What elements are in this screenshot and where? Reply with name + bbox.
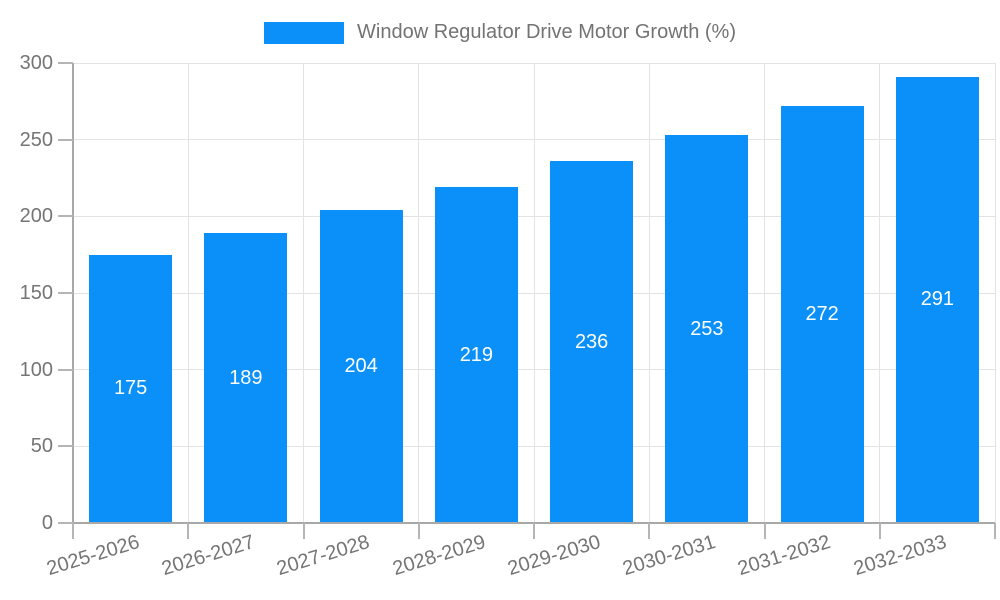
x-tick-label: 2031-2032 xyxy=(735,531,834,581)
y-tick-label: 250 xyxy=(19,128,53,151)
bar: 272 xyxy=(780,105,864,523)
y-tick-mark xyxy=(58,522,73,524)
x-tick-mark xyxy=(648,523,651,539)
x-tick-label: 2030-2031 xyxy=(620,531,719,581)
x-tick-mark xyxy=(533,523,535,539)
x-tick-label: 2029-2030 xyxy=(505,531,604,581)
x-tick-mark xyxy=(302,523,305,539)
y-tick-mark xyxy=(58,62,73,64)
y-tick-label: 0 xyxy=(41,512,53,534)
plot-area: 175 189 204 219 236 253 272 291 xyxy=(72,62,996,524)
bar-value-label: 272 xyxy=(805,302,839,325)
legend-swatch xyxy=(264,21,344,44)
y-axis-line xyxy=(72,63,74,523)
legend: Window Regulator Drive Motor Growth (%) xyxy=(0,21,1000,44)
gridline-vertical xyxy=(764,63,765,523)
gridline-vertical xyxy=(187,63,189,523)
x-tick-label: 2032-2033 xyxy=(850,531,949,581)
x-tick-label: 2028-2029 xyxy=(389,531,488,581)
bar-value-label: 253 xyxy=(690,317,724,340)
legend-series-label: Window Regulator Drive Motor Growth (%) xyxy=(357,21,736,43)
bar: 291 xyxy=(895,76,979,523)
bar: 175 xyxy=(89,254,173,523)
bar: 236 xyxy=(550,161,634,523)
x-tick-label: 2026-2027 xyxy=(159,531,258,581)
y-tick-mark xyxy=(58,215,73,218)
x-tick-mark xyxy=(878,523,881,539)
y-tick-label: 50 xyxy=(30,435,53,458)
bar: 204 xyxy=(319,210,403,523)
gridline-vertical xyxy=(648,63,650,523)
gridline-vertical xyxy=(994,63,996,523)
x-tick-mark xyxy=(763,523,766,539)
x-tick-mark xyxy=(72,523,74,539)
gridline-vertical xyxy=(533,63,535,523)
x-tick-mark xyxy=(994,523,996,539)
x-tick-label: 2027-2028 xyxy=(274,531,373,581)
gridline-vertical xyxy=(879,63,881,523)
y-tick-mark xyxy=(58,445,73,448)
x-tick-label: 2025-2026 xyxy=(44,531,143,581)
bar-value-label: 219 xyxy=(459,343,494,366)
y-tick-mark xyxy=(58,138,73,141)
y-tick-label: 100 xyxy=(19,358,53,381)
bar-value-label: 204 xyxy=(344,355,378,378)
bar-value-label: 291 xyxy=(920,288,955,311)
bar-value-label: 189 xyxy=(229,366,263,389)
bar-value-label: 175 xyxy=(113,377,148,400)
gridline-vertical xyxy=(303,63,304,523)
bar: 219 xyxy=(434,187,518,523)
y-tick-label: 150 xyxy=(19,282,53,304)
bar: 253 xyxy=(665,135,749,523)
y-tick-mark xyxy=(58,292,73,294)
x-tick-mark xyxy=(187,523,190,539)
y-tick-label: 300 xyxy=(19,52,53,74)
bar: 189 xyxy=(204,233,288,523)
x-tick-mark xyxy=(417,523,420,539)
gridline-vertical xyxy=(418,63,420,523)
y-tick-label: 200 xyxy=(19,205,53,228)
y-tick-mark xyxy=(58,368,73,371)
bar-value-label: 236 xyxy=(574,330,609,353)
